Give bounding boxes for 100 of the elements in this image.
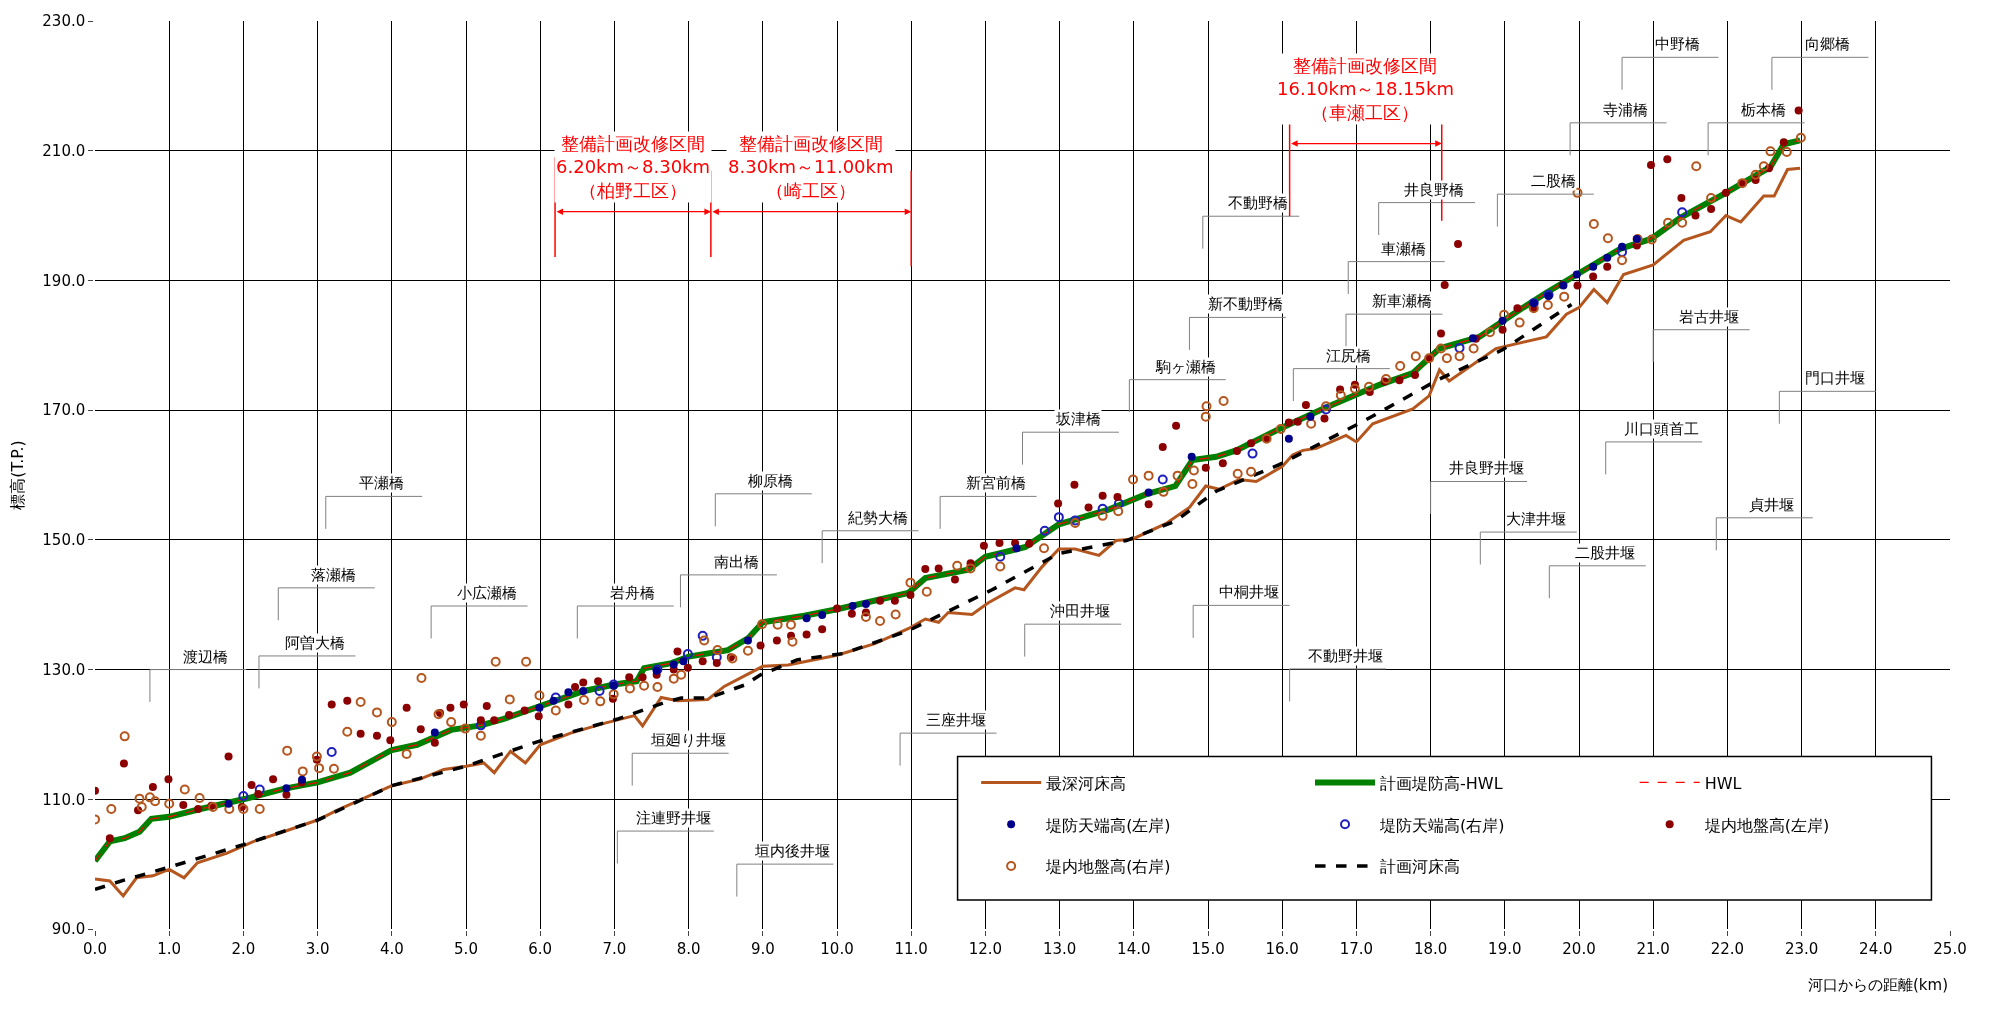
annotation: 川口頭首工 xyxy=(1624,420,1699,438)
x-tick-label: 25.0 xyxy=(1933,939,1967,958)
annotation: 貞井堰 xyxy=(1749,496,1794,514)
annotation: 不動野橋 xyxy=(1228,194,1288,212)
point xyxy=(1157,474,1168,485)
annotation: 落瀬橋 xyxy=(311,566,356,584)
x-tick-label: 3.0 xyxy=(305,939,330,958)
point xyxy=(679,657,688,666)
legend-label: 計画堤防高-HWL xyxy=(1380,773,1503,793)
point xyxy=(1498,316,1507,325)
annotation: 向郷橋 xyxy=(1805,35,1850,53)
annotation: 整備計画改修区間 8.30km～11.00km （崎工区） xyxy=(728,133,894,201)
annotation: 坂津橋 xyxy=(1055,410,1101,428)
y-axis-title: 標高(T.P.) xyxy=(7,440,27,510)
point xyxy=(564,688,573,697)
annotation: 垣内後井堰 xyxy=(754,842,830,860)
annotation: 中野橋 xyxy=(1655,35,1700,53)
x-tick-label: 6.0 xyxy=(528,939,553,958)
x-tick-label: 8.0 xyxy=(676,939,701,958)
point xyxy=(802,614,811,623)
annotation: 紀勢大橋 xyxy=(848,509,908,527)
annotation: 垣廻り井堰 xyxy=(650,731,726,749)
annotation: 阿曽大橋 xyxy=(285,634,345,652)
annotation: 岩舟橋 xyxy=(610,584,655,602)
point xyxy=(550,692,561,703)
y-tick-label: 230.0 xyxy=(42,12,86,31)
point xyxy=(535,703,544,712)
point xyxy=(861,600,870,609)
y-tick-label: 150.0 xyxy=(42,531,86,550)
point xyxy=(1454,342,1465,353)
point xyxy=(1144,488,1153,497)
legend-label: 堤防天端高(右岸) xyxy=(1379,815,1505,835)
point xyxy=(818,611,827,620)
point xyxy=(1306,412,1315,421)
annotation: 沖田井堰 xyxy=(1050,602,1110,620)
annotation: 二股橋 xyxy=(1531,172,1576,190)
annotation: 三座井堰 xyxy=(926,711,986,729)
annotation: 栃本橋 xyxy=(1741,101,1786,119)
point xyxy=(1589,262,1598,271)
point xyxy=(1572,270,1581,279)
legend-label: HWL xyxy=(1704,773,1742,793)
annotation: 新車瀬橋 xyxy=(1372,292,1432,310)
annotation: 新宮前橋 xyxy=(966,474,1026,492)
x-tick-label: 10.0 xyxy=(820,939,854,958)
point xyxy=(224,799,233,808)
annotation: 整備計画改修区間 16.10km～18.15km （車瀬工区） xyxy=(1277,55,1454,123)
point xyxy=(1247,448,1258,459)
point xyxy=(579,686,588,695)
y-tick-label: 190.0 xyxy=(42,271,86,290)
point xyxy=(1053,512,1064,523)
x-tick-label: 5.0 xyxy=(454,939,478,958)
point xyxy=(254,784,265,795)
x-tick-label: 1.0 xyxy=(157,939,182,958)
point xyxy=(238,791,249,802)
annotation: 岩古井堰 xyxy=(1679,308,1739,326)
annotation: 江尻橋 xyxy=(1326,347,1371,365)
point xyxy=(282,784,291,793)
x-axis-title: 河口からの距離(km) xyxy=(1808,976,1949,994)
point xyxy=(682,649,693,660)
x-tick-label: 12.0 xyxy=(968,939,1003,958)
x-tick-label: 16.0 xyxy=(1265,939,1299,958)
point xyxy=(594,685,605,696)
annotation: 中桐井堰 xyxy=(1219,583,1279,601)
x-tick-label: 18.0 xyxy=(1413,939,1448,958)
legend-label: 最深河床高 xyxy=(1046,773,1127,793)
annotation: 不動野井堰 xyxy=(1308,647,1383,665)
y-tick-label: 170.0 xyxy=(42,401,86,420)
annotation: 門口井堰 xyxy=(1805,369,1865,387)
annotation: 柳原橋 xyxy=(748,472,793,490)
x-tick-label: 22.0 xyxy=(1710,939,1745,958)
x-tick-label: 13.0 xyxy=(1042,939,1077,958)
annotation: 駒ヶ瀬橋 xyxy=(1155,358,1216,376)
point xyxy=(697,630,708,641)
annotation: 井良野橋 xyxy=(1404,181,1464,199)
annotation: 南出橋 xyxy=(714,553,759,571)
point xyxy=(475,720,486,731)
legend-label: 堤防天端高(左岸) xyxy=(1045,815,1171,835)
point xyxy=(1113,498,1124,509)
annotation: 小広瀬橋 xyxy=(457,584,517,602)
annotation: 整備計画改修区間 6.20km～8.30km （柏野工区） xyxy=(556,133,711,201)
x-tick-label: 15.0 xyxy=(1191,939,1225,958)
x-tick-label: 21.0 xyxy=(1636,939,1670,958)
x-tick-label: 11.0 xyxy=(894,939,928,958)
x-tick-label: 9.0 xyxy=(750,939,775,958)
point xyxy=(326,746,337,757)
point xyxy=(1097,503,1108,514)
y-tick-label: 90.0 xyxy=(51,920,86,939)
point xyxy=(995,551,1006,562)
y-tick-label: 110.0 xyxy=(42,790,86,809)
legend-label: 堤内地盤高(左岸) xyxy=(1703,815,1830,835)
annotation: 井良野井堰 xyxy=(1449,459,1524,477)
x-tick-label: 23.0 xyxy=(1784,939,1819,958)
point xyxy=(1603,253,1612,262)
annotation: 大津井堰 xyxy=(1506,510,1566,528)
annotation: 二股井堰 xyxy=(1575,544,1635,562)
x-tick-label: 14.0 xyxy=(1117,939,1151,958)
point xyxy=(743,636,752,645)
annotation: 渡辺橋 xyxy=(183,648,228,666)
x-tick-label: 24.0 xyxy=(1859,939,1893,958)
point xyxy=(1618,242,1627,251)
